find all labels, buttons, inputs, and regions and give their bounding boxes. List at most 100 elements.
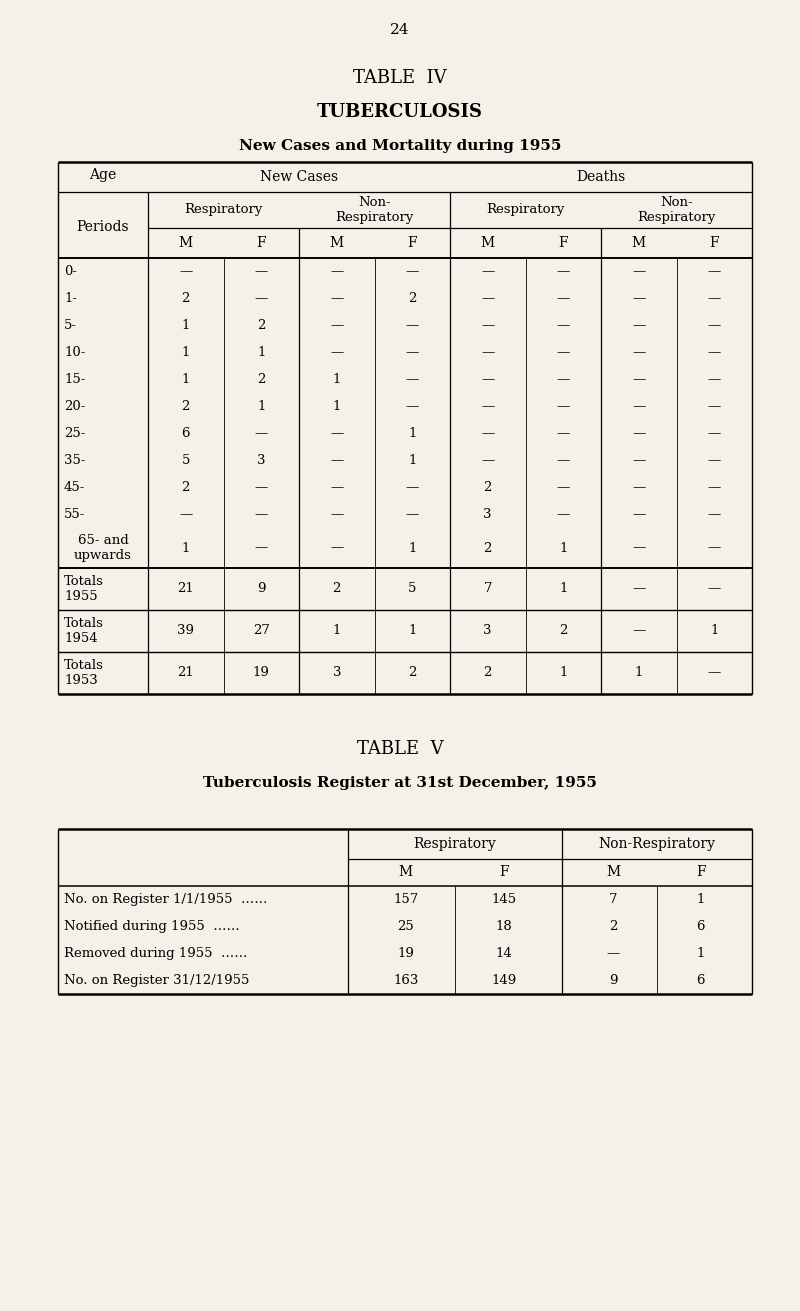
Text: 24: 24 — [390, 24, 410, 37]
Text: —: — — [481, 319, 494, 332]
Text: —: — — [632, 454, 646, 467]
Text: —: — — [406, 400, 419, 413]
Text: 1: 1 — [182, 374, 190, 385]
Text: TUBERCULOSIS: TUBERCULOSIS — [317, 104, 483, 121]
Text: 6: 6 — [697, 920, 705, 933]
Text: —: — — [481, 265, 494, 278]
Text: —: — — [254, 265, 268, 278]
Text: 3: 3 — [483, 507, 492, 520]
Text: 1: 1 — [257, 346, 266, 359]
Text: 14: 14 — [496, 947, 513, 960]
Text: —: — — [330, 507, 343, 520]
Text: 1: 1 — [408, 624, 417, 637]
Text: 1: 1 — [408, 427, 417, 440]
Text: —: — — [708, 292, 721, 305]
Text: Notified during 1955  ……: Notified during 1955 …… — [64, 920, 240, 933]
Text: M: M — [330, 236, 344, 250]
Text: 1: 1 — [182, 319, 190, 332]
Text: 1: 1 — [182, 346, 190, 359]
Text: 10-: 10- — [64, 346, 86, 359]
Text: —: — — [708, 346, 721, 359]
Text: 0-: 0- — [64, 265, 77, 278]
Text: —: — — [330, 346, 343, 359]
Text: Periods: Periods — [77, 220, 130, 233]
Text: —: — — [708, 265, 721, 278]
Text: —: — — [632, 481, 646, 494]
Text: F: F — [407, 236, 417, 250]
Text: 9: 9 — [609, 974, 618, 987]
Text: —: — — [481, 374, 494, 385]
Text: —: — — [254, 507, 268, 520]
Text: 1: 1 — [408, 541, 417, 555]
Text: 1-: 1- — [64, 292, 77, 305]
Text: —: — — [632, 541, 646, 555]
Text: 2: 2 — [257, 374, 266, 385]
Text: Non-
Respiratory: Non- Respiratory — [335, 197, 414, 224]
Text: 25: 25 — [398, 920, 414, 933]
Text: —: — — [632, 400, 646, 413]
Text: 19: 19 — [253, 666, 270, 679]
Text: M: M — [632, 236, 646, 250]
Text: —: — — [632, 507, 646, 520]
Text: —: — — [708, 582, 721, 595]
Text: 2: 2 — [408, 292, 417, 305]
Text: Respiratory: Respiratory — [414, 836, 496, 851]
Text: —: — — [708, 400, 721, 413]
Text: —: — — [330, 427, 343, 440]
Text: —: — — [632, 427, 646, 440]
Text: —: — — [632, 292, 646, 305]
Text: Totals
1953: Totals 1953 — [64, 659, 104, 687]
Text: —: — — [708, 541, 721, 555]
Text: —: — — [708, 666, 721, 679]
Text: 2: 2 — [408, 666, 417, 679]
Text: 1: 1 — [333, 624, 341, 637]
Text: —: — — [632, 346, 646, 359]
Text: M: M — [398, 865, 413, 880]
Text: 2: 2 — [483, 481, 492, 494]
Text: —: — — [330, 541, 343, 555]
Text: M: M — [606, 865, 620, 880]
Text: —: — — [708, 454, 721, 467]
Text: —: — — [330, 319, 343, 332]
Text: —: — — [254, 481, 268, 494]
Text: —: — — [179, 507, 192, 520]
Text: —: — — [632, 624, 646, 637]
Text: 1: 1 — [634, 666, 643, 679]
Text: 15-: 15- — [64, 374, 86, 385]
Text: New Cases and Mortality during 1955: New Cases and Mortality during 1955 — [239, 139, 561, 153]
Text: 163: 163 — [393, 974, 418, 987]
Text: 1: 1 — [182, 541, 190, 555]
Text: —: — — [179, 265, 192, 278]
Text: —: — — [481, 400, 494, 413]
Text: Age: Age — [90, 168, 117, 182]
Text: —: — — [632, 265, 646, 278]
Text: 21: 21 — [178, 582, 194, 595]
Text: —: — — [406, 374, 419, 385]
Text: M: M — [178, 236, 193, 250]
Text: Totals
1955: Totals 1955 — [64, 576, 104, 603]
Text: 1: 1 — [697, 893, 705, 906]
Text: —: — — [406, 346, 419, 359]
Text: Totals
1954: Totals 1954 — [64, 617, 104, 645]
Text: —: — — [557, 319, 570, 332]
Text: —: — — [481, 427, 494, 440]
Text: 7: 7 — [483, 582, 492, 595]
Text: —: — — [557, 292, 570, 305]
Text: 2: 2 — [333, 582, 341, 595]
Text: —: — — [557, 374, 570, 385]
Text: —: — — [406, 481, 419, 494]
Text: 149: 149 — [491, 974, 517, 987]
Text: No. on Register 31/12/1955: No. on Register 31/12/1955 — [64, 974, 250, 987]
Text: 39: 39 — [178, 624, 194, 637]
Text: —: — — [606, 947, 620, 960]
Text: 1: 1 — [697, 947, 705, 960]
Text: 3: 3 — [257, 454, 266, 467]
Text: —: — — [557, 454, 570, 467]
Text: Non-Respiratory: Non-Respiratory — [598, 836, 715, 851]
Text: No. on Register 1/1/1955  ……: No. on Register 1/1/1955 …… — [64, 893, 267, 906]
Text: 5-: 5- — [64, 319, 77, 332]
Text: 1: 1 — [408, 454, 417, 467]
Text: —: — — [481, 292, 494, 305]
Text: —: — — [481, 454, 494, 467]
Text: —: — — [632, 319, 646, 332]
